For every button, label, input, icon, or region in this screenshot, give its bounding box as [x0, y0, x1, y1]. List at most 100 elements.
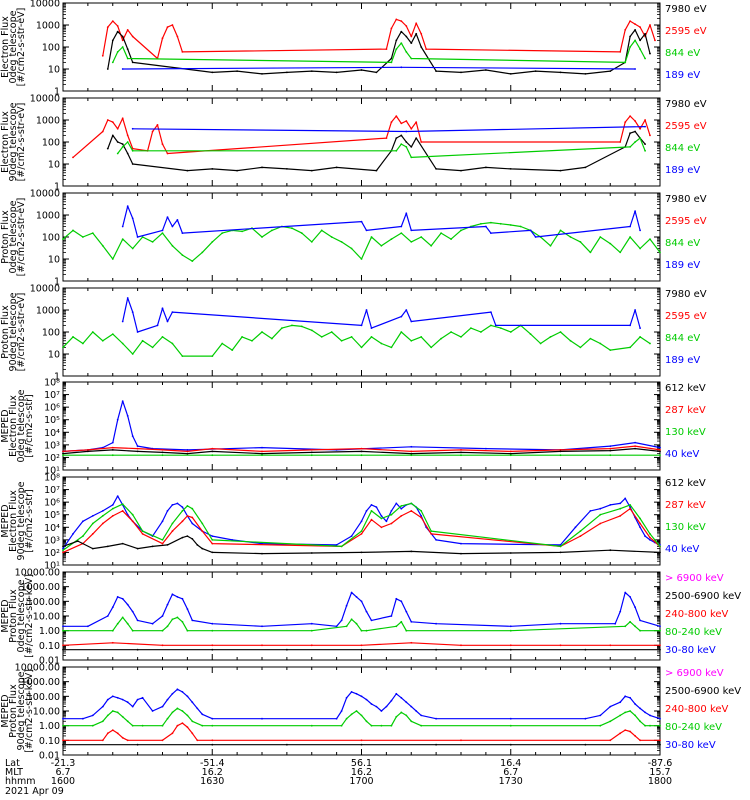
data-point [639, 39, 641, 42]
data-point [211, 450, 214, 453]
data-point [161, 232, 164, 235]
data-point [509, 648, 512, 651]
data-point [649, 539, 651, 541]
data-point [151, 241, 154, 243]
data-point [360, 695, 363, 698]
data-point [410, 510, 413, 512]
data-point [380, 244, 383, 247]
data-point [121, 698, 124, 701]
data-point [360, 530, 363, 532]
y-axis-label: 90deg telescope [16, 481, 27, 560]
data-point [186, 695, 189, 698]
data-point [211, 168, 214, 170]
data-point [644, 143, 646, 146]
time-tick-value: 15.7 [649, 767, 670, 778]
data-point [405, 141, 408, 143]
data-point [360, 533, 363, 535]
data-point [211, 724, 214, 727]
y-axis-label: Proton Flux [8, 684, 19, 738]
data-point [121, 225, 124, 228]
data-point [350, 591, 353, 594]
data-point [405, 25, 408, 27]
data-point [649, 24, 651, 26]
data-point [62, 644, 64, 647]
data-point [291, 227, 293, 230]
data-point [116, 711, 119, 714]
data-point [410, 620, 413, 623]
data-point [126, 701, 129, 704]
data-point [211, 539, 214, 541]
data-point [350, 247, 353, 250]
data-point [196, 544, 199, 546]
y-axis-label: 90deg telescope [16, 671, 27, 750]
data-point [410, 127, 413, 130]
data-point [136, 450, 139, 453]
data-point [639, 720, 641, 723]
data-point [609, 445, 612, 447]
data-point [111, 446, 114, 449]
data-point [116, 30, 119, 33]
data-point [395, 715, 398, 718]
data-point [171, 504, 174, 506]
data-point [355, 622, 358, 625]
data-point [186, 726, 189, 728]
data-point [460, 169, 462, 172]
data-point [599, 342, 602, 345]
legend-label: 80-240 keV [665, 722, 722, 733]
data-point [375, 705, 378, 708]
data-point [659, 449, 661, 451]
data-point [589, 510, 592, 512]
data-point [380, 724, 383, 727]
data-point [136, 236, 139, 238]
data-point [410, 450, 413, 453]
data-point [509, 629, 512, 632]
data-point [410, 57, 413, 60]
y-tick-label: 10.00 [33, 612, 60, 623]
data-point [485, 225, 487, 228]
data-point [654, 39, 656, 42]
legend-label: > 6900 keV [665, 573, 724, 584]
data-point [261, 454, 263, 457]
data-point [151, 710, 154, 712]
legend-label: 189 eV [665, 165, 700, 176]
data-point [644, 57, 646, 60]
data-point [72, 156, 74, 159]
data-point [629, 346, 631, 349]
y-tick-label: 0.10 [39, 641, 60, 652]
data-point [211, 447, 214, 450]
time-tick-value: -87.6 [648, 758, 673, 769]
data-point [405, 130, 408, 133]
data-point [161, 229, 164, 232]
data-point [509, 625, 512, 628]
data-point [579, 346, 582, 349]
legend-label: 612 keV [665, 478, 706, 489]
data-point [211, 648, 214, 651]
data-point [87, 449, 89, 451]
data-point [559, 551, 562, 554]
data-point [62, 238, 64, 241]
data-point [370, 510, 373, 512]
data-point [186, 608, 189, 610]
y-axis-label: Electron Flux [0, 111, 11, 173]
data-point [395, 115, 398, 117]
data-point [390, 724, 393, 727]
data-point [106, 615, 109, 617]
data-point [121, 736, 124, 739]
data-point [559, 622, 562, 625]
data-point [350, 618, 353, 621]
data-point [494, 324, 497, 327]
data-point [136, 445, 139, 447]
data-point [201, 713, 204, 716]
data-point [106, 68, 109, 70]
data-point [196, 739, 199, 742]
data-point [365, 610, 368, 613]
data-point [629, 236, 631, 238]
data-point [659, 625, 661, 628]
data-point [644, 119, 646, 121]
data-point [121, 146, 124, 148]
y-axis-label: MEPED [0, 409, 11, 442]
data-point [181, 510, 184, 512]
data-point [405, 610, 408, 613]
panel-frame [62, 2, 661, 92]
data-point [450, 331, 452, 333]
